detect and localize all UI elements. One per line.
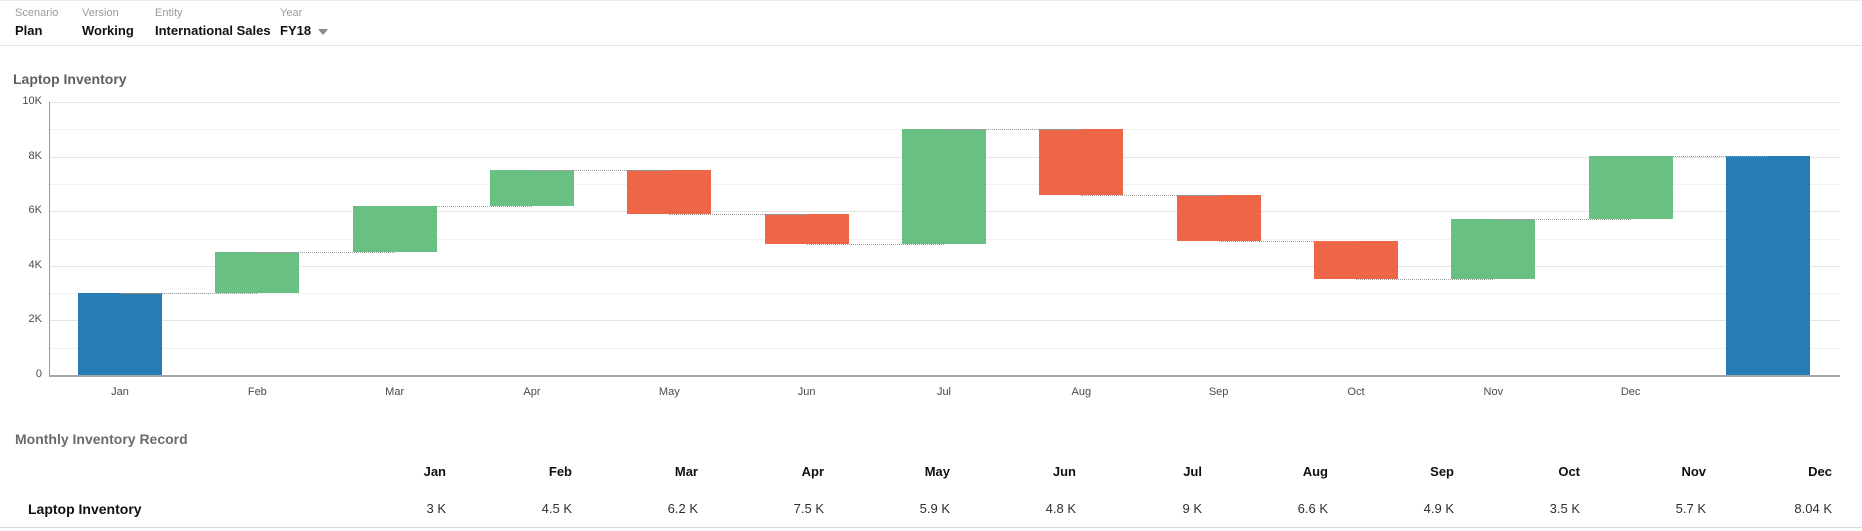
pov-value-entity[interactable]: International Sales [155, 23, 271, 38]
waterfall-connector [1493, 219, 1631, 221]
chart-title: Laptop Inventory [13, 71, 127, 87]
table-cell-feb[interactable]: 4.5 K [541, 501, 572, 516]
table-header-jan: Jan [423, 463, 446, 479]
y-axis-label-2k: 2K [28, 313, 42, 326]
x-axis-label-sep: Sep [1208, 386, 1229, 398]
table-cell-dec[interactable]: 8.04 K [1794, 501, 1832, 516]
table-cell-aug[interactable]: 6.6 K [1297, 501, 1328, 516]
pov-field-year[interactable]: Year FY18 [280, 1, 329, 45]
table-header-may: May [924, 463, 950, 479]
pov-label-scenario: Scenario [15, 7, 59, 19]
bar-jun[interactable] [764, 213, 849, 244]
waterfall-connector [669, 213, 807, 215]
bar-nov[interactable] [1451, 219, 1536, 280]
table-cell-oct[interactable]: 3.5 K [1549, 501, 1580, 516]
gridline [50, 347, 1840, 349]
gridline [50, 293, 1840, 295]
pov-bar: Scenario Plan Version Working Entity Int… [0, 0, 1862, 46]
table-cell-may[interactable]: 5.9 K [919, 501, 950, 516]
bar-aug[interactable] [1039, 129, 1124, 195]
table-cell-jul[interactable]: 9 K [1182, 501, 1202, 516]
waterfall-chart-plot-area [50, 102, 1840, 375]
waterfall-connector [257, 252, 395, 254]
table-header-dec: Dec [1808, 463, 1832, 479]
y-axis-line [49, 102, 50, 375]
x-axis-label-feb: Feb [247, 386, 267, 398]
table-header-jun: Jun [1052, 463, 1076, 479]
table-header-aug: Aug [1302, 463, 1328, 479]
table-header-feb: Feb [548, 463, 572, 479]
table-cell-jun[interactable]: 4.8 K [1045, 501, 1076, 516]
x-axis-label-jul: Jul [936, 386, 951, 398]
x-axis-label-nov: Nov [1483, 386, 1504, 398]
x-axis-label-may: May [658, 386, 680, 398]
bar-feb[interactable] [215, 252, 300, 294]
table-header-sep: Sep [1430, 463, 1454, 479]
pov-label-year: Year [280, 7, 303, 19]
table-cell-mar[interactable]: 6.2 K [667, 501, 698, 516]
bar-dec[interactable] [1588, 155, 1673, 220]
bar-oct[interactable] [1313, 241, 1398, 280]
y-axis-label-10k: 10K [22, 95, 42, 107]
x-axis-label-dec: Dec [1620, 386, 1641, 398]
table-header-apr: Apr [801, 463, 824, 479]
table-row: Laptop Inventory 3 K 4.5 K 6.2 K 7.5 K 5.9 K 4… [0, 490, 1862, 528]
table-header-mar: Mar [674, 463, 698, 479]
waterfall-connector [943, 129, 1082, 131]
x-axis-line [49, 375, 1840, 377]
table-header-oct: Oct [1558, 463, 1580, 479]
pov-label-version: Version [82, 7, 119, 19]
table-header-jul: Jul [1183, 463, 1202, 479]
y-axis-label-0: 0 [35, 368, 42, 380]
bar-apr[interactable] [489, 170, 574, 206]
pov-label-entity: Entity [155, 7, 183, 19]
gridline [50, 102, 1840, 103]
x-axis-label-jun: Jun [797, 386, 816, 398]
gridline [50, 320, 1840, 322]
pov-field-entity[interactable]: Entity International Sales [155, 1, 271, 45]
pov-field-scenario[interactable]: Scenario Plan [15, 1, 58, 45]
waterfall-connector [1218, 241, 1356, 243]
table-cell-apr[interactable]: 7.5 K [793, 501, 824, 516]
y-axis-label-6k: 6K [28, 204, 42, 217]
waterfall-connector [1355, 279, 1494, 281]
table-header-nov: Nov [1681, 463, 1706, 479]
pov-value-version[interactable]: Working [82, 23, 134, 38]
x-axis-label-mar: Mar [385, 386, 405, 398]
x-axis-label-apr: Apr [523, 386, 541, 398]
bar-total[interactable] [1725, 155, 1810, 375]
bar-jul[interactable] [901, 129, 986, 244]
waterfall-connector [1081, 194, 1219, 196]
y-axis-label-4k: 4K [28, 258, 42, 271]
pov-field-version[interactable]: Version Working [82, 1, 134, 45]
table-title: Monthly Inventory Record [15, 431, 188, 447]
x-axis-label-aug: Aug [1071, 386, 1092, 398]
waterfall-connector [394, 205, 532, 207]
pov-value-year[interactable]: FY18 [280, 23, 312, 38]
x-axis-labels: Jan Feb Mar Apr May Jun Jul Aug Sep Oct Nov Dec [50, 386, 1840, 401]
waterfall-connector [120, 293, 258, 295]
waterfall-connector [806, 243, 944, 245]
bar-sep[interactable] [1176, 194, 1261, 242]
bar-may[interactable] [627, 170, 712, 214]
gridline [50, 265, 1840, 267]
table-cell-sep[interactable]: 4.9 K [1423, 501, 1454, 516]
x-axis-label-jan: Jan [111, 386, 129, 398]
chevron-down-icon[interactable] [318, 29, 329, 35]
pov-value-scenario[interactable]: Plan [15, 23, 43, 38]
table-header-row: Jan Feb Mar Apr May Jun Jul Aug Sep Oct Nov Dec [0, 452, 1862, 490]
y-axis-label-8k: 8K [28, 149, 42, 162]
waterfall-connector [1630, 155, 1768, 157]
table-cell-jan[interactable]: 3 K [426, 501, 446, 516]
inventory-table: Jan Feb Mar Apr May Jun Jul Aug Sep Oct Nov Dec Lap… [0, 452, 1862, 528]
x-axis-label-oct: Oct [1347, 386, 1365, 398]
bar-jan[interactable] [78, 293, 162, 375]
table-cell-nov[interactable]: 5.7 K [1675, 501, 1706, 516]
table-row-label: Laptop Inventory [28, 500, 142, 517]
bar-mar[interactable] [352, 205, 437, 253]
waterfall-connector [531, 170, 670, 172]
